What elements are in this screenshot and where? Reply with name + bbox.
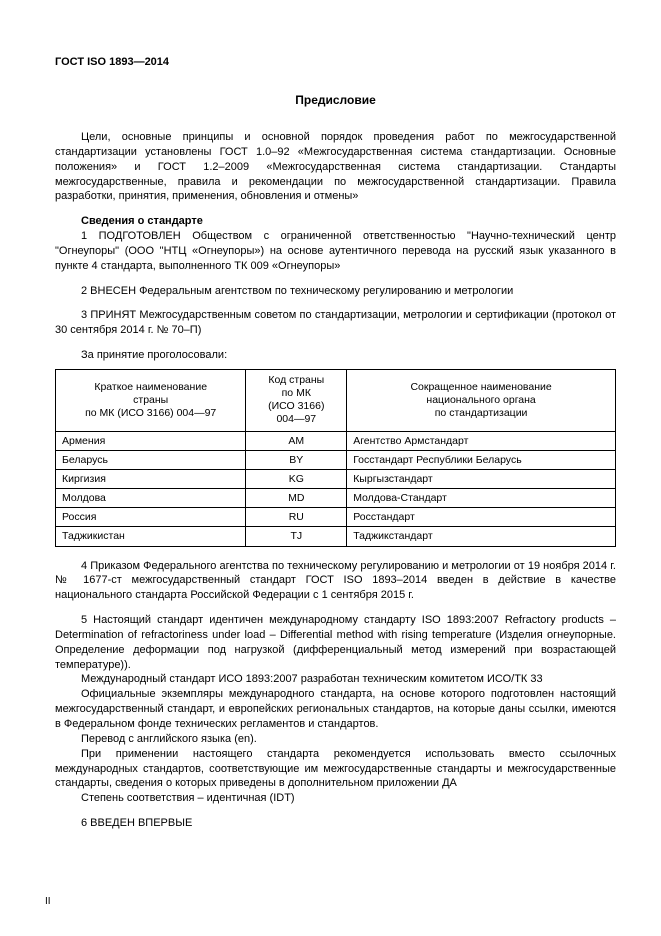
table-row: МолдоваMDМолдова-Стандарт <box>56 489 616 508</box>
item-2: 2 ВНЕСЕН Федеральным агентством по техни… <box>55 284 616 299</box>
cell-code: RU <box>246 508 347 527</box>
cell-body: Кыргызстандарт <box>347 469 616 488</box>
page-number: II <box>45 895 51 909</box>
col-country-header: Краткое наименование страны по МК (ИСО 3… <box>56 370 246 432</box>
document-code: ГОСТ ISO 1893—2014 <box>55 55 616 70</box>
cell-body: Молдова-Стандарт <box>347 489 616 508</box>
table-row: БеларусьBYГосстандарт Республики Беларус… <box>56 450 616 469</box>
cell-body: Таджикстандарт <box>347 527 616 546</box>
cell-code: BY <box>246 450 347 469</box>
table-row: РоссияRUРосстандарт <box>56 508 616 527</box>
col-body-header: Сокращенное наименование национального о… <box>347 370 616 432</box>
item-5e: При применении настоящего стандарта реко… <box>55 747 616 792</box>
vote-intro: За принятие проголосовали: <box>55 348 616 363</box>
cell-country: Россия <box>56 508 246 527</box>
cell-body: Росстандарт <box>347 508 616 527</box>
table-row: АрменияAMАгентство Армстандарт <box>56 431 616 450</box>
cell-code: KG <box>246 469 347 488</box>
table-header-row: Краткое наименование страны по МК (ИСО 3… <box>56 370 616 432</box>
cell-country: Таджикистан <box>56 527 246 546</box>
table-row: КиргизияKGКыргызстандарт <box>56 469 616 488</box>
item-1: 1 ПОДГОТОВЛЕН Обществом с ограниченной о… <box>55 229 616 274</box>
item-5f: Степень соответствия – идентичная (IDT) <box>55 791 616 806</box>
cell-code: MD <box>246 489 347 508</box>
cell-code: AM <box>246 431 347 450</box>
item-3: 3 ПРИНЯТ Межгосударственным советом по с… <box>55 308 616 338</box>
cell-country: Киргизия <box>56 469 246 488</box>
table-row: ТаджикистанTJТаджикстандарт <box>56 527 616 546</box>
item-5c: Официальные экземпляры международного ст… <box>55 687 616 732</box>
cell-country: Беларусь <box>56 450 246 469</box>
cell-country: Армения <box>56 431 246 450</box>
info-heading: Сведения о стандарте <box>55 214 616 229</box>
item-5b: Международный стандарт ИСО 1893:2007 раз… <box>55 672 616 687</box>
voting-table: Краткое наименование страны по МК (ИСО 3… <box>55 369 616 547</box>
col-code-header: Код страны по МК (ИСО 3166) 004—97 <box>246 370 347 432</box>
intro-paragraph: Цели, основные принципы и основной поряд… <box>55 130 616 204</box>
cell-country: Молдова <box>56 489 246 508</box>
item-4: 4 Приказом Федерального агентства по тех… <box>55 559 616 604</box>
item-5d: Перевод с английского языка (en). <box>55 732 616 747</box>
cell-code: TJ <box>246 527 347 546</box>
page-title: Предисловие <box>55 92 616 108</box>
item-6: 6 ВВЕДЕН ВПЕРВЫЕ <box>55 816 616 831</box>
cell-body: Госстандарт Республики Беларусь <box>347 450 616 469</box>
cell-body: Агентство Армстандарт <box>347 431 616 450</box>
item-5a: 5 Настоящий стандарт идентичен междунаро… <box>55 613 616 672</box>
